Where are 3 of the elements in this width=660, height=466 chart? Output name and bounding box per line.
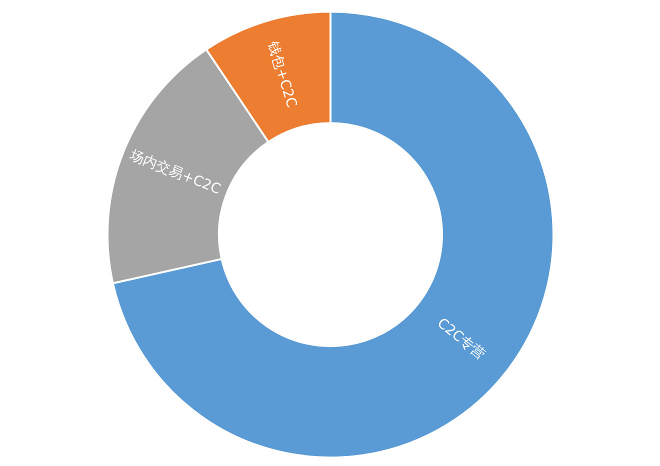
slice-label: 场内交易+C2C <box>126 146 224 198</box>
slice-label: 钱包+C2C <box>264 38 300 110</box>
slice-label: C2C专营 <box>434 315 488 364</box>
